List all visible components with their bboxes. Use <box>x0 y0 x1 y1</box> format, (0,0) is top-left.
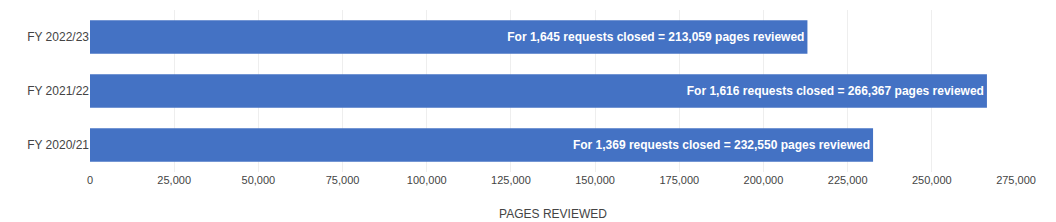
svg-text:100,000: 100,000 <box>407 174 447 186</box>
svg-text:For 1,645 requests closed = 21: For 1,645 requests closed = 213,059 page… <box>507 30 804 44</box>
svg-text:175,000: 175,000 <box>659 174 699 186</box>
svg-text:150,000: 150,000 <box>575 174 615 186</box>
svg-text:25,000: 25,000 <box>157 174 191 186</box>
svg-text:0: 0 <box>87 174 93 186</box>
svg-text:250,000: 250,000 <box>912 174 952 186</box>
svg-text:FY 2021/22: FY 2021/22 <box>27 84 89 98</box>
svg-text:For 1,616 requests closed = 26: For 1,616 requests closed = 266,367 page… <box>687 84 984 98</box>
svg-text:200,000: 200,000 <box>744 174 784 186</box>
svg-text:225,000: 225,000 <box>828 174 868 186</box>
svg-text:FY 2022/23: FY 2022/23 <box>27 30 89 44</box>
svg-text:For 1,369 requests closed = 23: For 1,369 requests closed = 232,550 page… <box>573 138 870 152</box>
svg-text:75,000: 75,000 <box>326 174 360 186</box>
svg-text:50,000: 50,000 <box>242 174 276 186</box>
svg-text:FY 2020/21: FY 2020/21 <box>27 138 89 152</box>
svg-text:PAGES REVIEWED: PAGES REVIEWED <box>499 207 607 221</box>
svg-text:275,000: 275,000 <box>996 174 1036 186</box>
svg-text:125,000: 125,000 <box>491 174 531 186</box>
